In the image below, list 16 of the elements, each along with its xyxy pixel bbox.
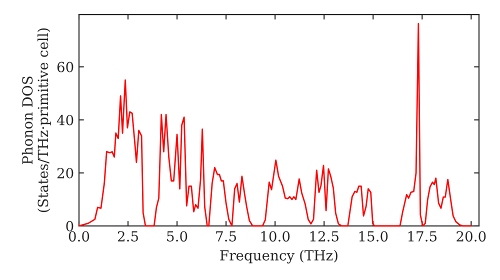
y-tick-label: 0 [66, 220, 74, 232]
x-tick-label: 2.5 [118, 231, 138, 242]
x-tick-label: 17.5 [408, 231, 437, 242]
y-tick-label: 20 [57, 168, 74, 178]
x-tick-label: 15.0 [359, 231, 388, 242]
x-tick-label: 5.0 [167, 231, 188, 242]
x-tick-label: 7.5 [216, 231, 236, 242]
y-tick-label: 60 [57, 62, 74, 72]
line-series [78, 22, 472, 227]
x-axis-title: Frequency (THz) [220, 250, 338, 264]
x-tick-label: 10.0 [261, 231, 290, 242]
x-tick-label: 20.0 [456, 231, 486, 242]
x-tick-label: 0.0 [68, 231, 90, 242]
y-tick-label: 40 [56, 114, 74, 126]
y-axis-title: Phonon DOS (States/THz·primitive cell) [22, 28, 51, 212]
x-tick-label: 12.5 [310, 231, 338, 242]
